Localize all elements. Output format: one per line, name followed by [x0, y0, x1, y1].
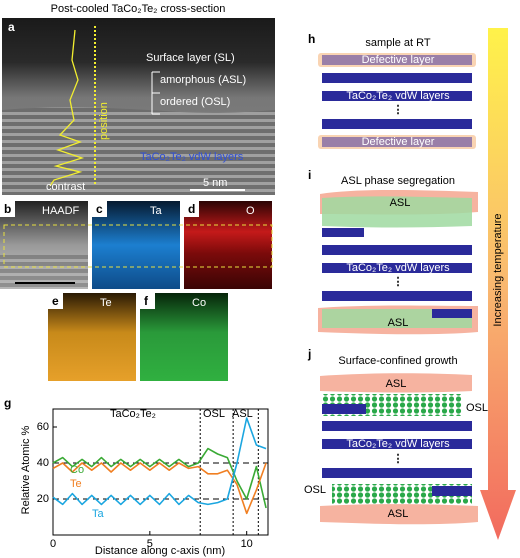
panel-letter: a: [8, 20, 15, 34]
arrow-label: Increasing temperature: [492, 213, 504, 326]
panel-letter: d: [188, 202, 195, 216]
label: TaCo₂Te₂ vdW layers: [140, 151, 244, 163]
bracket: [151, 71, 160, 115]
vdw-layer: [322, 439, 472, 449]
schematic-title: ASL phase segregation: [341, 175, 455, 187]
vdw-layer: [322, 291, 472, 301]
layer-label: Defective layer: [362, 136, 435, 148]
schematic-h: h sample at RT Defective layer TaCo₂Te₂ …: [308, 32, 476, 149]
layer-label: ASL: [390, 197, 411, 209]
series-label: Ta: [92, 508, 105, 520]
series-label: Te: [70, 478, 82, 490]
label: ordered (OSL): [160, 96, 230, 108]
chart: g Relative Atomic % Distance along c-axi…: [4, 396, 269, 557]
panel-title: Post-cooled TaCo₂Te₂ cross-section: [51, 3, 226, 15]
layer-label: OSL: [304, 484, 326, 496]
map-label: Co: [192, 297, 206, 309]
series-label: Co: [70, 464, 84, 476]
x-axis-label: Distance along c-axis (nm): [95, 545, 225, 557]
series-line: [52, 447, 267, 509]
plot-frame: [52, 408, 269, 536]
asl-green: [322, 196, 472, 228]
x-tick-label: 0: [50, 538, 56, 550]
scale-label: 5 nm: [203, 177, 227, 189]
panel-letter: i: [308, 168, 311, 182]
panel-letter: g: [4, 396, 11, 410]
x-tick-label: 5: [147, 538, 153, 550]
schematic-title: Surface-confined growth: [338, 355, 457, 367]
roi-box: [3, 224, 273, 268]
label: Surface layer (SL): [146, 52, 235, 64]
label: contrast: [46, 181, 85, 193]
vdw-layer: [322, 263, 472, 273]
panel-letter: h: [308, 32, 315, 46]
label: position: [98, 102, 110, 140]
temperature-arrow: Increasing temperature: [480, 28, 516, 540]
asl: [320, 504, 478, 525]
ellipsis: ⋮: [393, 276, 404, 288]
panel-letter: j: [307, 347, 311, 361]
osl-seed: [432, 309, 472, 318]
annotation: TaCo₂Te₂: [110, 408, 156, 420]
layer-label: Defective layer: [362, 54, 435, 66]
vdw-layer: [322, 119, 472, 129]
series-line: [52, 462, 267, 515]
vdw-layer: [322, 91, 472, 101]
map-label: Ta: [150, 205, 163, 217]
defective-layer: [322, 137, 472, 147]
annotation: ASL: [232, 408, 253, 420]
contrast-profile: [49, 29, 85, 187]
layer-label: ASL: [386, 378, 407, 390]
ellipsis: ⋮: [393, 104, 404, 116]
panel-letter: c: [96, 202, 103, 216]
map-label: O: [246, 205, 255, 217]
map-label: Te: [100, 297, 112, 309]
y-axis-label: Relative Atomic %: [20, 425, 32, 514]
map-label: HAADF: [42, 205, 80, 217]
vdw-layer: [322, 245, 472, 255]
ellipsis: ⋮: [393, 453, 404, 465]
letter-box: [92, 201, 107, 217]
series-line: [52, 417, 267, 506]
osl-layer: [432, 486, 472, 496]
vdw-layer: [322, 421, 472, 431]
panel-letter: b: [4, 202, 11, 216]
panel-letter: f: [144, 294, 149, 308]
panel-letter: e: [52, 294, 59, 308]
y-tick-label: 40: [37, 457, 49, 469]
asl: [320, 373, 472, 393]
y-tick-label: 60: [37, 421, 49, 433]
vdw-layer: [322, 73, 472, 83]
layer-label: TaCo₂Te₂ vdW layers: [346, 90, 450, 102]
stem-lattice: [2, 107, 275, 195]
osl-layer: [322, 404, 366, 414]
y-tick-label: 20: [37, 493, 49, 505]
letter-box: [48, 293, 63, 309]
layer-label: ASL: [388, 317, 409, 329]
letter-box: [0, 201, 15, 217]
letter-box: [140, 293, 155, 309]
vdw-layer: [322, 468, 472, 478]
maps: b c d e f HAADF Ta O Te Co: [0, 201, 273, 381]
schematic-title: sample at RT: [365, 37, 430, 49]
panel-a: Post-cooled TaCo₂Te₂ cross-section a Sur…: [2, 3, 275, 195]
arrow: [480, 28, 516, 540]
letter-box: [184, 201, 199, 217]
layer-label: TaCo₂Te₂ vdW layers: [346, 262, 450, 274]
label: amorphous (ASL): [160, 74, 246, 86]
schematic-i: i ASL phase segregation ASL TaCo₂Te₂ vdW…: [308, 168, 478, 335]
layer-label: OSL: [466, 402, 488, 414]
defective-layer: [322, 55, 472, 65]
annotation: OSL: [203, 408, 225, 420]
layer-label: ASL: [388, 508, 409, 520]
osl-seed: [322, 228, 364, 237]
layer-label: TaCo₂Te₂ vdW layers: [346, 438, 450, 450]
x-tick-label: 10: [241, 538, 253, 550]
schematic-j: j Surface-confined growth ASL OSL TaCo₂T…: [304, 347, 488, 525]
